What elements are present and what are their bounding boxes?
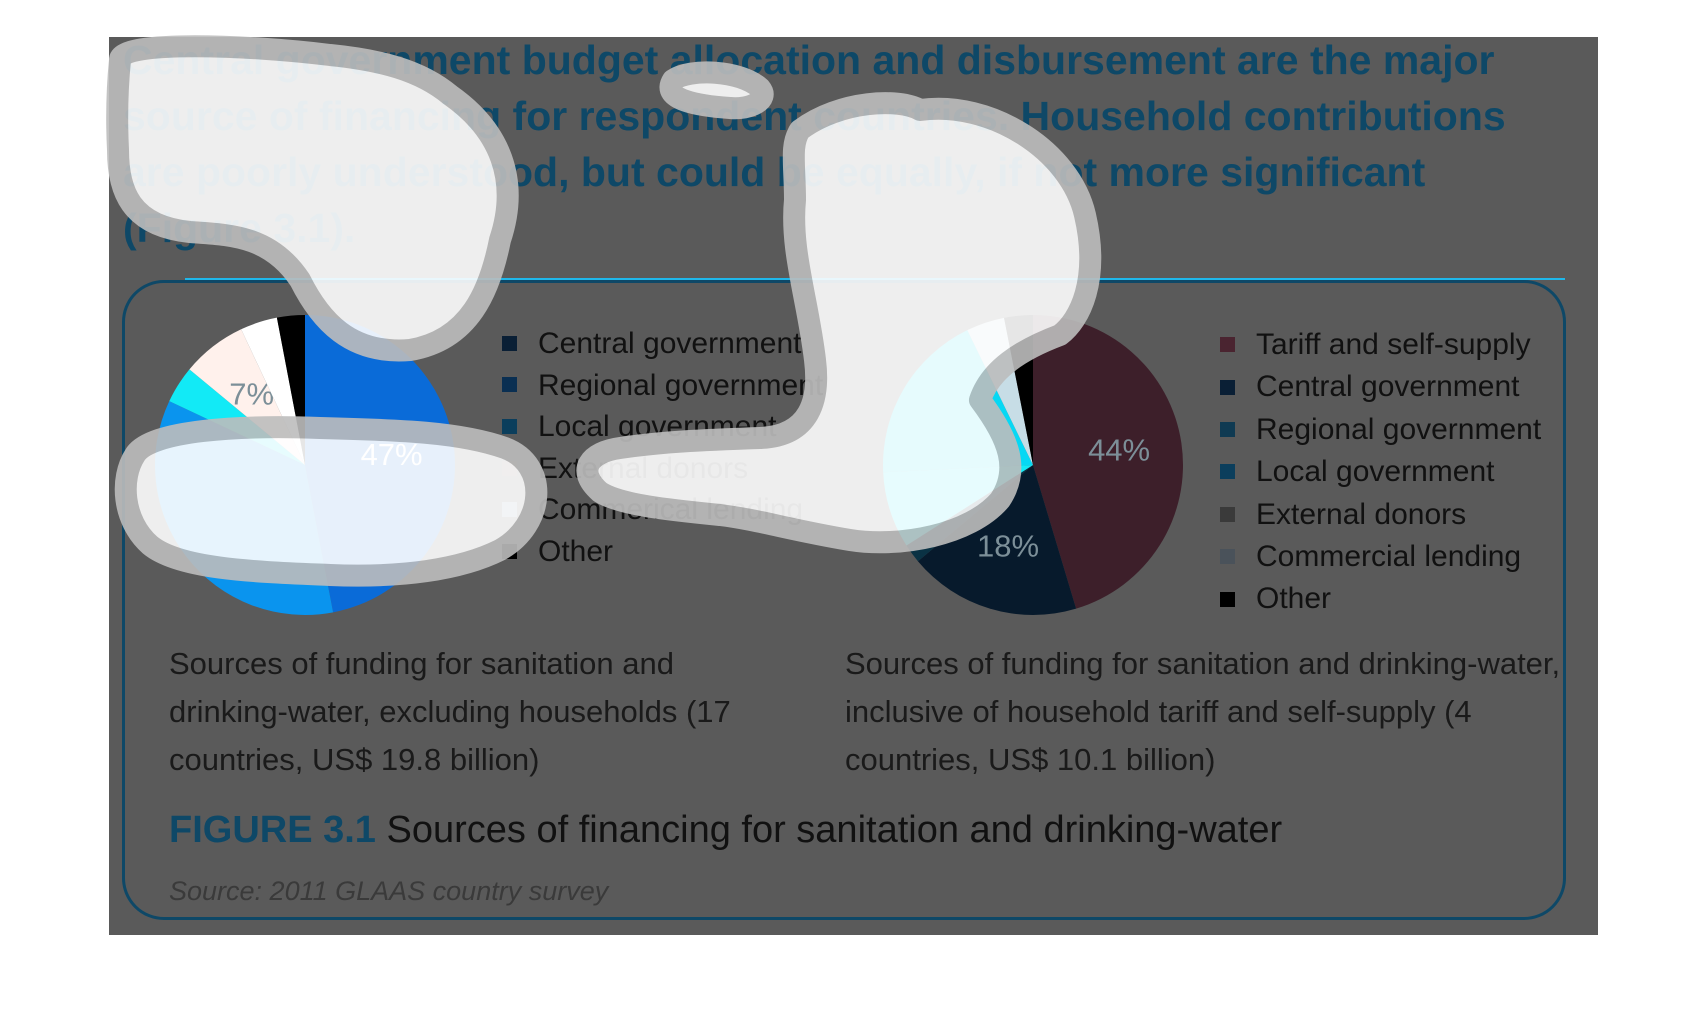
legend-label: Other bbox=[538, 534, 614, 568]
legend-item-other: Other bbox=[500, 531, 823, 573]
legend-swatch bbox=[1220, 379, 1235, 395]
legend-label: Commercial lending bbox=[1256, 539, 1522, 573]
legend-label: Commerical lending bbox=[538, 493, 804, 527]
legend-swatch bbox=[502, 335, 517, 351]
legend-item-regional-government: Regional government bbox=[500, 365, 823, 407]
figure-title-text: Sources of financing for sanitation and … bbox=[386, 809, 1283, 851]
legend-swatch bbox=[1220, 549, 1235, 565]
legend-label: Regional government bbox=[1256, 412, 1542, 446]
legend-label: External donors bbox=[538, 451, 749, 485]
figure-number: FIGURE 3.1 bbox=[169, 809, 376, 851]
legend-item-external-donors: External donors bbox=[1218, 494, 1541, 536]
legend-item-central-government: Central government bbox=[500, 323, 823, 365]
legend-swatch bbox=[1220, 506, 1235, 522]
pie-chart-excluding-households: 47%7% bbox=[155, 315, 455, 615]
legend-swatch bbox=[1220, 421, 1235, 437]
legend-label: Regional government bbox=[538, 368, 824, 402]
legend-swatch bbox=[1220, 591, 1235, 607]
figure-source: Source: 2011 GLAAS country survey bbox=[169, 876, 609, 906]
legend-item-regional-government: Regional government bbox=[1218, 409, 1541, 451]
legend-swatch bbox=[502, 460, 517, 476]
legend-label: Other bbox=[1256, 582, 1332, 616]
legend-label: Local government bbox=[538, 410, 777, 444]
headline: Central government budget allocation and… bbox=[123, 37, 1506, 251]
legend-item-central-government: Central government bbox=[1218, 366, 1541, 408]
legend-swatch bbox=[1220, 337, 1235, 353]
chart-caption-inclusive-households: Sources of funding for sanitation and dr… bbox=[845, 646, 1561, 777]
legend-label: External donors bbox=[1256, 497, 1467, 531]
legend-item-commercial-lending: Commercial lending bbox=[1218, 536, 1541, 578]
legend-item-local-government: Local government bbox=[500, 406, 823, 448]
legend-label: Central government bbox=[1256, 370, 1520, 404]
pie-chart-inclusive-households: 44% 18% bbox=[883, 315, 1183, 615]
legend-swatch bbox=[1220, 464, 1235, 480]
legend-swatch bbox=[502, 502, 517, 518]
chart-caption-excluding-households: Sources of funding for sanitation and dr… bbox=[169, 646, 731, 777]
legend-label: Local government bbox=[1256, 455, 1495, 489]
figure-title: FIGURE 3.1 Sources of financing for sani… bbox=[169, 806, 1282, 854]
legend-swatch bbox=[502, 418, 517, 434]
data-label-central-government: 47% bbox=[361, 437, 423, 472]
legend-inclusive-households: Tariff and self-supply Central government… bbox=[1218, 324, 1541, 621]
data-label-tariff-and-self-supply: 44% bbox=[1088, 433, 1150, 468]
legend-label: Tariff and self-supply bbox=[1256, 328, 1531, 361]
legend-swatch bbox=[502, 543, 517, 559]
legend-item-commerical-lending: Commerical lending bbox=[500, 489, 823, 531]
legend-excluding-households: Central government Regional government Loc… bbox=[500, 323, 823, 573]
legend-label: Central government bbox=[538, 327, 802, 360]
legend-item-other: Other bbox=[1218, 578, 1541, 620]
legend-item-external-donors: External donors bbox=[500, 448, 823, 490]
legend-swatch bbox=[502, 377, 517, 393]
data-label-central-government: 18% bbox=[977, 528, 1039, 563]
legend-item-tariff-and-self-supply: Tariff and self-supply bbox=[1218, 324, 1541, 366]
legend-item-local-government: Local government bbox=[1218, 451, 1541, 493]
